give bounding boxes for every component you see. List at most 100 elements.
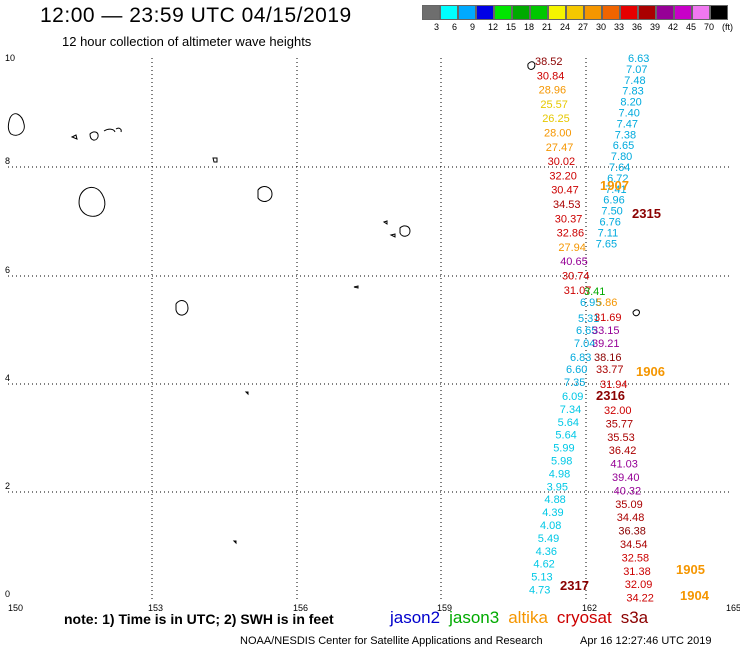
- swh-value: 7.80: [611, 151, 632, 163]
- swh-value: 38.52: [535, 56, 563, 68]
- swh-value: 27.94: [558, 242, 586, 254]
- legend-label: 24: [560, 22, 571, 32]
- x-tick-label: 165: [726, 603, 740, 613]
- swh-value: 5.99: [553, 443, 574, 455]
- legend-label: 39: [650, 22, 661, 32]
- swh-value: 7.11: [598, 227, 619, 239]
- swh-value: 30.02: [548, 156, 576, 168]
- island-outline: [353, 285, 359, 289]
- satellite-key-jason3: jason3: [449, 608, 500, 627]
- swh-value: 36.42: [609, 445, 637, 457]
- swh-value: 3.41: [584, 286, 605, 298]
- island-outline: [232, 540, 237, 545]
- island-outline: [115, 127, 122, 133]
- y-tick-label: 10: [5, 53, 15, 63]
- legend-label: 3: [434, 22, 440, 32]
- swh-value: 7.07: [626, 64, 647, 76]
- swh-value: 40.32: [614, 485, 642, 497]
- swh-value: 34.53: [553, 199, 581, 211]
- swh-value: 4.62: [533, 559, 554, 571]
- observation-labels: 6.637.077.487.838.207.407.477.386.657.80…: [529, 53, 710, 605]
- swh-value: 5.86: [596, 297, 617, 309]
- pass-time-label: 1907: [600, 178, 629, 193]
- legend-label: 6: [452, 22, 458, 32]
- swh-value: 5.13: [531, 572, 552, 584]
- island-outline: [175, 300, 189, 316]
- units-note: note: 1) Time is in UTC; 2) SWH is in fe…: [64, 611, 334, 627]
- island-coastlines: [7, 61, 640, 545]
- swh-value: 40.65: [560, 256, 588, 268]
- swh-value: 7.83: [622, 86, 643, 98]
- island-outline: [103, 128, 116, 133]
- swh-value: 28.96: [539, 85, 567, 97]
- swh-value: 32.86: [557, 228, 585, 240]
- swh-value: 7.38: [615, 129, 636, 141]
- swh-value: 4.73: [529, 585, 550, 597]
- x-tick-label: 162: [582, 603, 597, 613]
- swh-value: 27.47: [546, 142, 574, 154]
- legend-swatch: [566, 5, 584, 20]
- legend-swatch: [656, 5, 674, 20]
- swh-value: 4.98: [549, 468, 570, 480]
- map-title: 12:00 — 23:59 UTC 04/15/2019: [40, 4, 352, 27]
- swh-value: 39.21: [592, 338, 620, 350]
- island-outline: [257, 186, 273, 202]
- swh-value: 6.63: [628, 53, 649, 65]
- swh-value: 6.65: [576, 325, 597, 337]
- swh-value: 7.47: [617, 118, 638, 130]
- swh-value: 32.58: [622, 552, 650, 564]
- legend-label: 30: [596, 22, 607, 32]
- x-tick-label: 156: [293, 603, 308, 613]
- legend-swatch: [620, 5, 638, 20]
- island-outline: [399, 225, 411, 237]
- swh-value: 7.65: [596, 238, 617, 250]
- legend-swatch: [476, 5, 494, 20]
- swh-value: 31.69: [594, 312, 622, 324]
- pass-time-label: 1905: [676, 562, 705, 577]
- swh-value: 3.95: [547, 481, 568, 493]
- legend-swatch: [602, 5, 620, 20]
- swh-value: 5.64: [558, 417, 579, 429]
- swh-value: 4.39: [542, 507, 563, 519]
- satellite-key-altika: altika: [508, 608, 548, 627]
- swh-value: 30.84: [537, 70, 565, 82]
- island-outline: [244, 391, 249, 396]
- legend-label: 12: [488, 22, 499, 32]
- swh-value: 7.04: [574, 338, 595, 350]
- legend-label: (ft): [722, 22, 733, 32]
- swh-value: 31.94: [600, 379, 628, 391]
- swh-value: 7.64: [609, 162, 630, 174]
- x-tick-label: 153: [148, 603, 163, 613]
- legend-swatch: [710, 5, 728, 20]
- legend-swatch: [548, 5, 566, 20]
- swh-value: 30.74: [562, 271, 590, 283]
- legend-label: 70: [704, 22, 715, 32]
- generated-timestamp: Apr 16 12:27:46 UTC 2019: [580, 635, 712, 647]
- y-tick-label: 8: [5, 156, 10, 166]
- legend-swatch: [638, 5, 656, 20]
- swh-value: 34.22: [626, 593, 654, 605]
- legend-swatch: [458, 5, 476, 20]
- island-outline: [89, 131, 99, 141]
- swh-value: 28.00: [544, 128, 572, 140]
- swh-value: 6.60: [566, 364, 587, 376]
- swh-value: 6.76: [600, 217, 621, 229]
- island-outline: [382, 220, 388, 225]
- legend-swatch: [422, 5, 440, 20]
- island-outline: [632, 309, 640, 317]
- y-tick-label: 0: [5, 589, 10, 599]
- legend-label: 15: [506, 22, 517, 32]
- x-tick-label: 150: [8, 603, 23, 613]
- satellite-key-cryosat: cryosat: [556, 608, 612, 627]
- swh-value: 7.48: [624, 75, 645, 87]
- map-subtitle: 12 hour collection of altimeter wave hei…: [62, 34, 312, 49]
- swh-value: 4.88: [544, 494, 565, 506]
- swh-value: 7.41: [605, 184, 626, 196]
- swh-value: 6.09: [562, 391, 583, 403]
- swh-value: 32.00: [604, 405, 632, 417]
- swh-value: 6.65: [613, 140, 634, 152]
- swh-value: 5.31: [578, 313, 599, 325]
- swh-value: 25.57: [540, 99, 568, 111]
- swh-value: 30.37: [555, 213, 583, 225]
